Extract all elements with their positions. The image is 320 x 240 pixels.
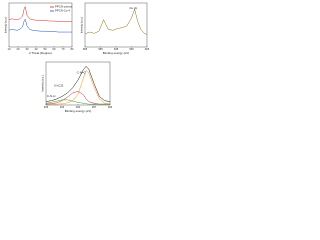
x-tick-label: 403	[60, 105, 65, 109]
x-tick-label: 60	[53, 47, 56, 51]
x-tick-label: 400	[76, 105, 81, 109]
annotation: C-N=C	[77, 71, 87, 75]
y-axis-label: Intensity (a.u.)	[4, 17, 8, 34]
page: {"chart_data": [ {"type": "line", "xlabe…	[0, 0, 150, 119]
x-tick-label: 397	[92, 105, 97, 109]
plot-frame	[84, 2, 148, 48]
x-tick-label: 935	[129, 47, 134, 51]
x-tick-label: 945	[114, 47, 119, 51]
x-axis-label: Binding energy (eV)	[103, 51, 130, 55]
legend-label: PPCN-Cu-4	[55, 9, 70, 13]
y-axis-label: Intensity (a.u.)	[80, 17, 84, 34]
x-tick-label: 70	[62, 47, 65, 51]
annotation: Cu 2p	[129, 6, 137, 10]
data-line	[84, 8, 148, 35]
data-line	[45, 99, 110, 105]
x-tick-label: 30	[26, 47, 29, 51]
x-tick-label: 80	[71, 47, 74, 51]
x-tick-label: 925	[145, 47, 150, 51]
data-line	[8, 18, 72, 33]
plot-frame	[8, 2, 73, 48]
x-tick-label: 406	[44, 105, 49, 109]
figure: 10 20 30 40 50 60 70 80 2 Theta (Degree) Intensit…	[4, 2, 150, 113]
data-line	[46, 70, 111, 105]
x-tick-label: 955	[98, 47, 103, 51]
x-axis-label: 2 Theta (Degree)	[29, 51, 52, 55]
annotation: C-N-H	[47, 94, 56, 98]
x-tick-label: 50	[44, 47, 47, 51]
y-axis-label: Intensity (a.u.)	[41, 75, 45, 92]
data-line	[8, 5, 72, 22]
x-tick-label: 394	[108, 105, 113, 109]
x-axis-label: Binding energy (eV)	[65, 109, 92, 113]
x-tick-label: 10	[8, 47, 11, 51]
x-tick-label: 40	[35, 47, 38, 51]
annotation: N-(C)3	[54, 83, 63, 87]
x-tick-label: 20	[17, 47, 20, 51]
x-tick-label: 965	[83, 47, 88, 51]
legend-label: PPCN-control	[55, 5, 72, 9]
data-line	[45, 65, 111, 102]
